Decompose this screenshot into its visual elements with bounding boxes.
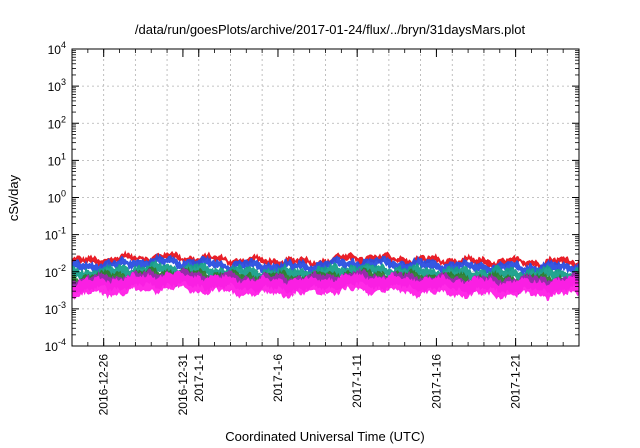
y-tick-label: 101: [48, 151, 66, 168]
chart-title: /data/run/goesPlots/archive/2017-01-24/f…: [135, 22, 526, 37]
grid: [72, 49, 579, 346]
x-tick-label: 2016-12-26: [97, 354, 111, 416]
y-tick-label: 103: [48, 77, 66, 94]
y-axis-label: cSv/day: [6, 174, 21, 221]
y-tick-label: 104: [48, 40, 66, 57]
y-tick-label: 10-1: [45, 226, 66, 243]
y-tick-label: 102: [48, 114, 66, 131]
x-axis-label: Coordinated Universal Time (UTC): [225, 429, 424, 444]
x-axis: 2016-12-26 2016-12-31 2017-1-1 2017-1-6 2017…: [71, 49, 580, 416]
y-tick-label: 10-2: [45, 263, 66, 280]
series-layer: [71, 250, 580, 302]
y-axis: 10-4 10-3 10-2 10-1 100 101 102 103 104: [45, 40, 579, 354]
x-tick-label: 2016-12-31: [176, 354, 190, 416]
x-tick-label: 2017-1-1: [192, 354, 206, 402]
x-tick-label: 2017-1-6: [271, 354, 285, 402]
y-tick-label: 10-4: [45, 337, 66, 354]
x-tick-label: 2017-1-21: [509, 354, 523, 409]
y-tick-label: 100: [48, 189, 66, 206]
x-tick-label: 2017-1-11: [350, 354, 364, 408]
y-tick-label: 10-3: [45, 300, 66, 317]
x-tick-label: 2017-1-16: [429, 354, 443, 409]
